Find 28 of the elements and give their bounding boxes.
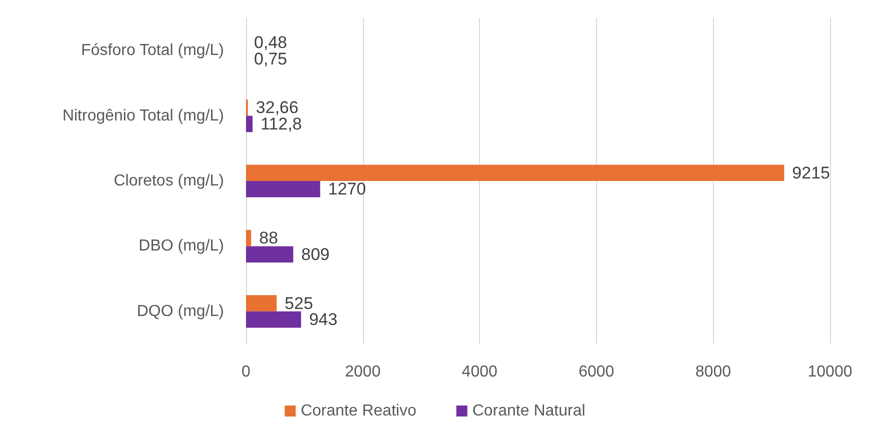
data-label: 0,48 bbox=[254, 32, 288, 52]
bar bbox=[246, 295, 277, 312]
data-label: 9215 bbox=[792, 163, 830, 182]
bar bbox=[246, 164, 784, 181]
x-tick-label: 0 bbox=[242, 364, 251, 380]
legend-label: Corante Natural bbox=[472, 402, 586, 420]
y-tick-label: Fósforo Total (mg/L) bbox=[81, 42, 224, 60]
x-tick-label: 10000 bbox=[808, 364, 852, 380]
y-tick-label: Cloretos (mg/L) bbox=[114, 172, 224, 190]
data-label: 809 bbox=[301, 244, 330, 264]
x-tick-label: 2000 bbox=[345, 364, 381, 380]
y-tick-label: DQO (mg/L) bbox=[136, 302, 224, 320]
data-label: 0,75 bbox=[254, 49, 288, 68]
y-tick-label: Nitrogênio Total (mg/L) bbox=[62, 107, 224, 124]
bar bbox=[246, 246, 294, 262]
bar bbox=[246, 116, 253, 132]
y-tick-label: DBO (mg/L) bbox=[138, 238, 224, 255]
bar bbox=[246, 181, 320, 198]
legend-label: Corante Reativo bbox=[300, 402, 416, 420]
data-label: 88 bbox=[259, 228, 278, 248]
x-tick-label: 4000 bbox=[462, 364, 498, 380]
x-tick-label: 8000 bbox=[695, 364, 732, 380]
bar bbox=[246, 230, 252, 246]
data-label: 1270 bbox=[328, 180, 366, 199]
data-label: 525 bbox=[284, 294, 314, 313]
x-tick-label: 6000 bbox=[578, 364, 614, 380]
data-label: 943 bbox=[309, 310, 338, 330]
bar bbox=[246, 311, 302, 328]
